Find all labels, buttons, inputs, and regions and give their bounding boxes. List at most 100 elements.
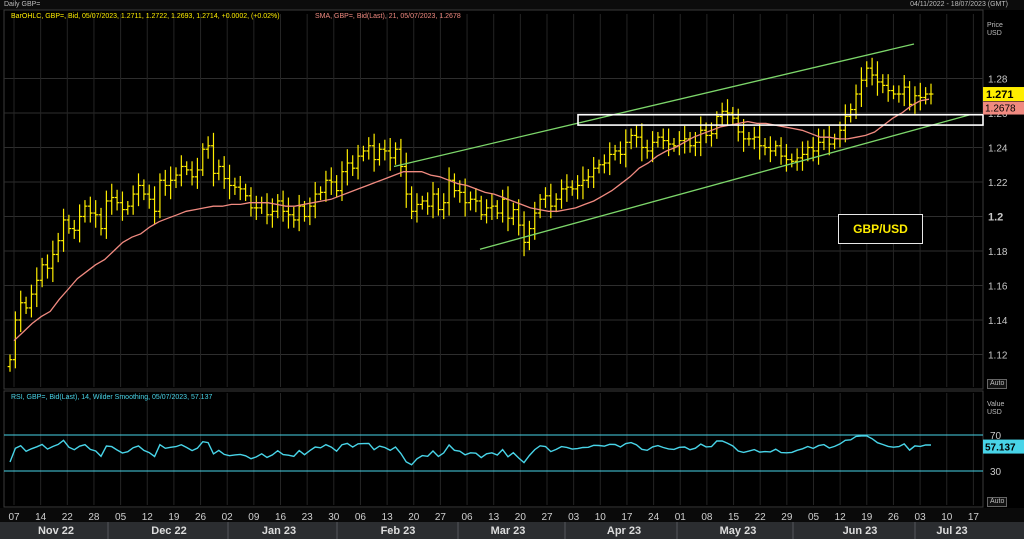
ohlc-bar	[18, 290, 24, 333]
ohlc-bar	[157, 173, 163, 219]
ohlc-bar	[875, 61, 880, 96]
ohlc-bar	[778, 137, 784, 165]
ohlc-bar	[794, 148, 800, 171]
ohlc-bar	[650, 131, 655, 163]
ohlc-bar	[398, 138, 404, 177]
ohlc-bar	[639, 123, 645, 162]
day-tick-label: 05	[115, 512, 127, 523]
day-tick-label: 08	[701, 512, 713, 523]
month-label: May 23	[720, 525, 757, 537]
ohlc-bar	[489, 194, 495, 220]
day-tick-label: 06	[461, 512, 473, 523]
ohlc-bar	[510, 202, 516, 226]
day-tick-label: 23	[302, 512, 314, 523]
day-tick-label: 10	[941, 512, 953, 523]
day-tick-label: 03	[568, 512, 580, 523]
ohlc-bar	[344, 149, 350, 186]
ohlc-bar	[296, 194, 302, 232]
month-label: Apr 23	[607, 525, 641, 537]
ohlc-bar	[141, 179, 147, 201]
rsi-last-label: 57.137	[985, 443, 1016, 454]
day-tick-label: 12	[835, 512, 847, 523]
month-label: Feb 23	[381, 525, 416, 537]
last-price-bg	[983, 87, 1024, 102]
ohlc-bar	[634, 125, 639, 148]
ohlc-bar	[880, 74, 886, 94]
ohlc-bar	[891, 85, 896, 100]
ohlc-bar	[393, 142, 398, 165]
price-tick-label: 1.2	[988, 212, 1003, 224]
ohlc-bar	[211, 132, 216, 187]
day-tick-label: 03	[915, 512, 927, 523]
ohlc-bar	[409, 186, 414, 220]
ohlc-bar	[377, 143, 382, 166]
ohlc-bar	[725, 99, 730, 126]
day-tick-label: 09	[248, 512, 260, 523]
ohlc-bar	[125, 200, 131, 215]
day-tick-label: 01	[675, 512, 687, 523]
ohlc-bar	[168, 166, 174, 200]
day-tick-label: 27	[541, 512, 553, 523]
price-tick-label: 1.24	[988, 144, 1008, 155]
date-range: 04/11/2022 - 18/07/2023 (GMT)	[910, 1, 1008, 8]
day-tick-label: 24	[648, 512, 660, 523]
sma-last-bg	[983, 101, 1024, 115]
ohlc-bar	[275, 194, 281, 219]
ohlc-bar	[896, 85, 902, 103]
day-tick-label: 06	[355, 512, 367, 523]
rsi-auto-button[interactable]: Auto	[987, 497, 1008, 507]
day-tick-label: 22	[755, 512, 767, 523]
ohlc-bar	[71, 219, 77, 239]
ohlc-bar	[784, 144, 789, 172]
ohlc-bar	[767, 136, 773, 163]
ohlc-bar	[655, 131, 661, 148]
day-tick-label: 16	[275, 512, 287, 523]
channel-lower-line	[479, 114, 971, 250]
ohlc-bar	[195, 157, 200, 189]
ohlc-bar	[50, 240, 56, 283]
ohlc-bar	[671, 138, 677, 152]
ohlc-bar	[757, 123, 763, 160]
ohlc-bar	[216, 159, 222, 181]
day-tick-label: 17	[968, 512, 980, 523]
ohlc-bar	[923, 87, 929, 105]
sma-last-label: 1.2678	[985, 104, 1016, 115]
ohlc-bar	[366, 137, 372, 160]
ohlc-bar	[543, 187, 548, 208]
ohlc-bar	[430, 182, 436, 219]
ohlc-bar	[136, 173, 141, 207]
day-tick-label: 05	[808, 512, 820, 523]
day-tick-label: 17	[621, 512, 633, 523]
day-tick-label: 20	[408, 512, 420, 523]
ohlc-bar	[628, 128, 634, 150]
ohlc-bar	[93, 200, 99, 228]
ohlc-bar	[34, 267, 40, 308]
ohlc-bar	[762, 138, 768, 156]
day-tick-label: 07	[8, 512, 20, 523]
ohlc-bar	[312, 182, 318, 219]
ohlc-bar	[162, 169, 168, 196]
ohlc-bar	[339, 161, 345, 201]
price-tick-label: 1.16	[988, 282, 1008, 293]
ohlc-bar	[612, 144, 618, 161]
ohlc-bar	[842, 104, 848, 143]
month-label: Jan 23	[262, 525, 296, 537]
ohlc-bar	[575, 175, 580, 200]
ohlc-bar	[660, 128, 666, 150]
rsi-pane: 70 30 57.137	[4, 431, 1024, 478]
ohlc-bar	[596, 159, 602, 174]
ohlc-bar	[719, 102, 725, 126]
ohlc-bar	[200, 143, 206, 176]
ohlc-bar	[478, 195, 484, 220]
ohlc-bar	[221, 156, 227, 189]
ohlc-bar	[146, 184, 152, 209]
day-tick-label: 19	[168, 512, 180, 523]
month-label: Dec 22	[151, 525, 186, 537]
ohlc-bar	[120, 191, 125, 221]
price-auto-button[interactable]: Auto	[987, 379, 1008, 389]
ohlc-bar	[109, 183, 115, 215]
day-tick-label: 13	[488, 512, 500, 523]
ohlc-bar	[869, 57, 875, 86]
ohlc-bar	[789, 153, 795, 168]
